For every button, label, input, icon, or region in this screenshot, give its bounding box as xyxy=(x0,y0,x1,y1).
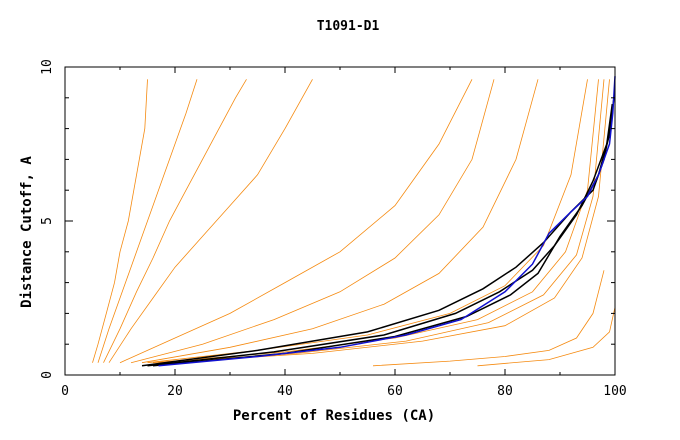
series-layer xyxy=(92,76,616,367)
highlight-series-line-14 xyxy=(147,103,614,367)
x-tick-label-3: 60 xyxy=(387,384,403,399)
bulk-main-series-line-10 xyxy=(163,79,610,364)
bulk-mid-series-line-4 xyxy=(119,79,473,364)
bulk-steep-series-line-2 xyxy=(103,79,247,363)
x-axis-label: Percent of Residues (CA) xyxy=(233,408,435,424)
bulk-main-series-line-7 xyxy=(147,79,588,364)
y-tick-label-0: 0 xyxy=(40,371,55,379)
highlight-series-line-13 xyxy=(141,116,614,367)
bulk-main-series-line-9 xyxy=(158,79,605,364)
bulk-steep-series-line-3 xyxy=(108,79,313,363)
x-tick-label-2: 40 xyxy=(277,384,293,399)
y-tick-label-1: 5 xyxy=(40,217,55,225)
bulk-low-series-line-11 xyxy=(372,270,605,367)
bulk-steep-series-line-0 xyxy=(92,79,148,363)
x-tick-label-5: 100 xyxy=(603,384,626,399)
bulk-mid-series-line-5 xyxy=(130,79,495,364)
x-tick-label-1: 20 xyxy=(167,384,183,399)
best-series-line-16 xyxy=(158,76,616,367)
bulk-main-series-line-8 xyxy=(152,79,599,364)
bulk-low-series-line-12 xyxy=(477,307,616,367)
chart-title: T1091-D1 xyxy=(317,19,380,34)
x-tick-label-0: 0 xyxy=(61,384,69,399)
bulk-steep-series-line-1 xyxy=(97,79,198,363)
x-tick-label-4: 80 xyxy=(497,384,513,399)
y-tick-label-2: 10 xyxy=(40,59,55,75)
bulk-mid-series-line-6 xyxy=(141,79,539,364)
axis-layer: 0 20 40 60 80 100 0 5 10 xyxy=(40,59,627,399)
y-axis-label: Distance Cutoff, A xyxy=(19,156,35,308)
highlight-series-line-15 xyxy=(152,97,615,367)
